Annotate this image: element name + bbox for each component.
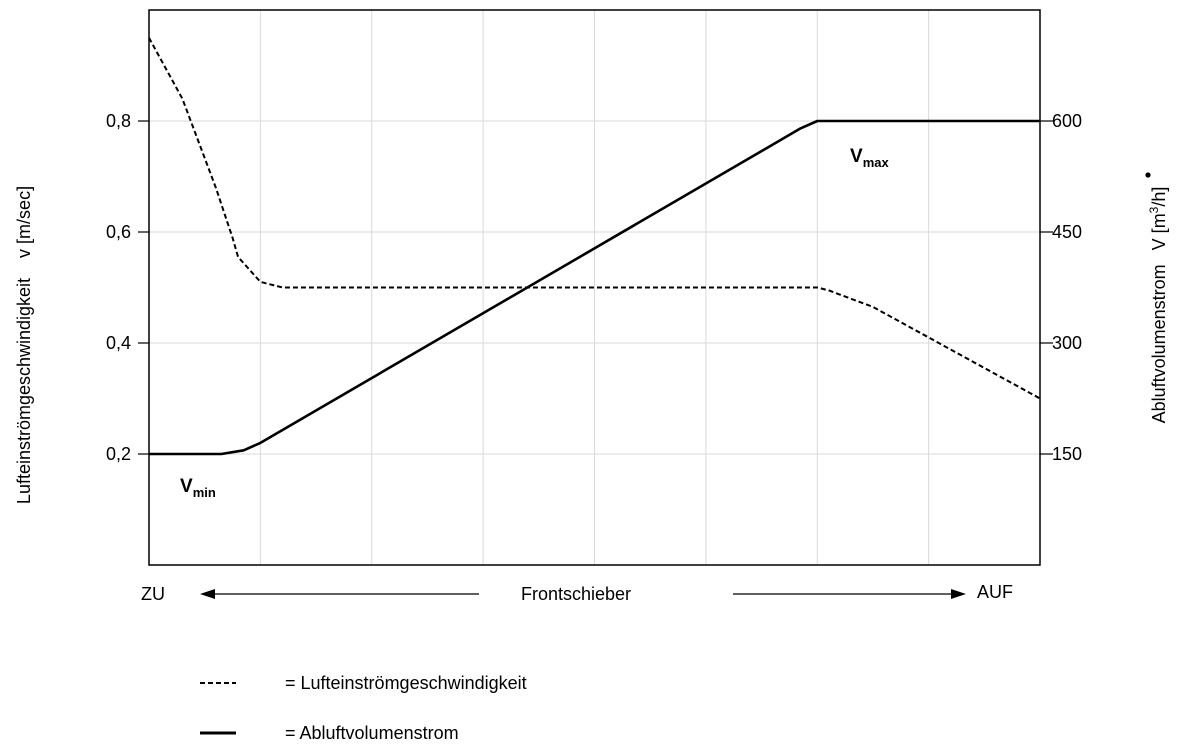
series <box>148 37 1041 456</box>
ticks: 0,2 0,4 0,6 0,8 150 300 450 600 <box>106 111 1082 464</box>
y-axis-right-title-unit: [m <box>1149 213 1169 233</box>
plot-frame <box>148 9 1041 566</box>
series-line-lufteinstroemgeschwindigkeit <box>148 37 1041 400</box>
y-left-tick-label: 0,4 <box>106 333 131 353</box>
svg-text:AbluftvolumenstromV[m3/h]: Abluftvolumenstrom V [m3/h] <box>1147 187 1169 424</box>
y-right-tick-label: 300 <box>1052 333 1082 353</box>
y-axis-right-title: Abluftvolumenstrom V [m3/h] <box>1147 187 1169 424</box>
arrow-left-icon <box>200 589 479 599</box>
y-axis-right-title-symbol: V <box>1149 238 1169 250</box>
y-axis-right-title-unit-sup: 3 <box>1147 206 1161 213</box>
y-left-tick-label: 0,6 <box>106 222 131 242</box>
legend: = Lufteinströmgeschwindigkeit = Abluftvo… <box>200 673 527 743</box>
y-right-tick-label: 600 <box>1052 111 1082 131</box>
y-left-tick-label: 0,8 <box>106 111 131 131</box>
y-right-tick-label: 150 <box>1052 444 1082 464</box>
y-axis-right-title-unit-end: /h] <box>1149 187 1169 207</box>
y-left-tick-label: 0,2 <box>106 444 131 464</box>
grid <box>149 10 1040 565</box>
series-line-abluftvolumenstrom <box>149 119 1040 456</box>
y-axis-right-title-text: Abluftvolumenstrom <box>1149 264 1169 423</box>
legend-item-volume: = Abluftvolumenstrom <box>285 723 459 743</box>
arrow-right-icon <box>733 589 966 599</box>
y-axis-left-title: Lufteinströmgeschwindigkeit v [m/sec] <box>14 186 34 504</box>
x-label-auf: AUF <box>977 582 1013 602</box>
x-label-zu: ZU <box>141 584 165 604</box>
x-axis-title: Frontschieber <box>521 584 631 604</box>
legend-item-velocity: = Lufteinströmgeschwindigkeit <box>285 673 527 693</box>
vdot-icon <box>1145 172 1151 178</box>
annotation-vmax: Vmax <box>850 146 889 170</box>
annotation-vmin: Vmin <box>180 476 216 500</box>
y-right-tick-label: 450 <box>1052 222 1082 242</box>
